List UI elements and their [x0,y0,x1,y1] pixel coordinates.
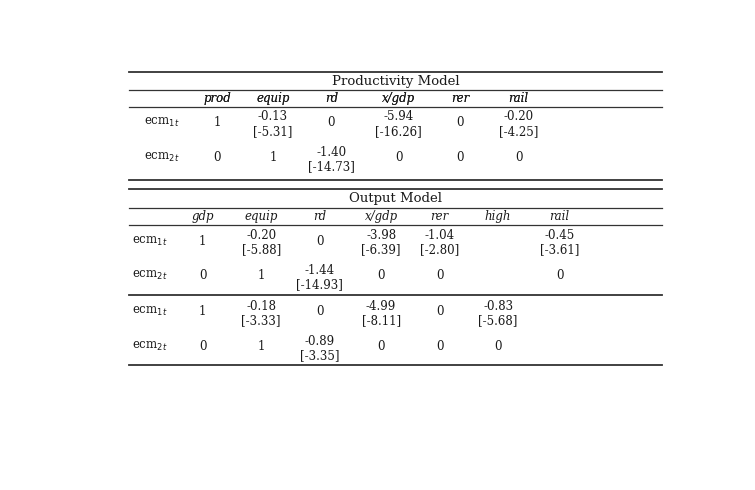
Text: 1: 1 [214,116,221,129]
Text: [-14.93]: [-14.93] [296,278,343,291]
Text: -0.13: -0.13 [257,110,288,123]
Text: 0: 0 [456,151,464,164]
Text: 0: 0 [378,340,385,353]
Text: gdp: gdp [191,210,214,222]
Text: 0: 0 [378,269,385,282]
Text: -0.83: -0.83 [483,300,513,313]
Text: -3.98: -3.98 [366,229,396,242]
Text: x/gdp: x/gdp [382,92,415,104]
Text: 0: 0 [199,269,206,282]
Text: [-5.68]: [-5.68] [479,314,518,327]
Text: 0: 0 [556,269,563,282]
Text: rail: rail [509,92,528,104]
Text: [-3.33]: [-3.33] [242,314,281,327]
Text: 0: 0 [495,340,502,353]
Text: 0: 0 [436,305,443,318]
Text: -1.04: -1.04 [424,229,455,242]
Text: -1.44: -1.44 [304,264,334,277]
Text: ecm$_{2t}$: ecm$_{2t}$ [132,340,168,353]
Text: [-5.31]: [-5.31] [253,125,292,138]
Text: [-8.11]: [-8.11] [362,314,401,327]
Text: Productivity Model: Productivity Model [332,75,460,88]
Text: ecm$_{1t}$: ecm$_{1t}$ [132,235,168,247]
Text: -0.18: -0.18 [246,300,276,313]
Text: 0: 0 [436,340,443,353]
Text: 1: 1 [257,340,265,353]
Text: 1: 1 [269,151,276,164]
Text: -5.94: -5.94 [384,110,414,123]
Text: [-6.39]: [-6.39] [362,244,401,257]
Text: 0: 0 [395,151,402,164]
Text: 0: 0 [456,116,464,129]
Text: rd: rd [325,92,338,104]
Text: rail: rail [550,210,569,222]
Text: rd: rd [313,210,326,222]
Text: [-2.80]: [-2.80] [420,244,459,257]
Text: equip: equip [256,92,289,104]
Text: [-3.35]: [-3.35] [300,349,340,362]
Text: 1: 1 [199,305,206,318]
Text: 0: 0 [199,340,206,353]
Text: -0.89: -0.89 [304,335,334,347]
Text: x/gdp: x/gdp [365,210,398,222]
Text: 0: 0 [328,116,335,129]
Text: ecm$_{2t}$: ecm$_{2t}$ [144,151,180,164]
Text: [-16.26]: [-16.26] [375,125,422,138]
Text: -0.45: -0.45 [544,229,575,242]
Text: ecm$_{1t}$: ecm$_{1t}$ [144,116,180,129]
Text: [-5.88]: [-5.88] [242,244,281,257]
Text: equip: equip [245,210,278,222]
Text: equip: equip [256,92,289,104]
Text: 0: 0 [436,269,443,282]
Text: prod: prod [203,92,231,104]
Text: 0: 0 [316,235,323,247]
Text: rd: rd [325,92,338,104]
Text: high: high [485,210,511,222]
Text: [-14.73]: [-14.73] [308,160,355,173]
Text: [-4.25]: [-4.25] [499,125,538,138]
Text: -4.99: -4.99 [366,300,396,313]
Text: rer: rer [451,92,469,104]
Text: rer: rer [430,210,448,222]
Text: rer: rer [451,92,469,104]
Text: prod: prod [203,92,231,104]
Text: 0: 0 [515,151,522,164]
Text: -0.20: -0.20 [246,229,276,242]
Text: -1.40: -1.40 [316,146,347,159]
Text: rail: rail [509,92,528,104]
Text: ecm$_{2t}$: ecm$_{2t}$ [132,269,168,282]
Text: 1: 1 [199,235,206,247]
Text: ecm$_{1t}$: ecm$_{1t}$ [132,305,168,318]
Text: Output Model: Output Model [350,192,442,205]
Text: -0.20: -0.20 [504,110,534,123]
Text: 1: 1 [257,269,265,282]
Text: 0: 0 [316,305,323,318]
Text: x/gdp: x/gdp [382,92,415,104]
Text: [-3.61]: [-3.61] [540,244,579,257]
Text: 0: 0 [214,151,221,164]
